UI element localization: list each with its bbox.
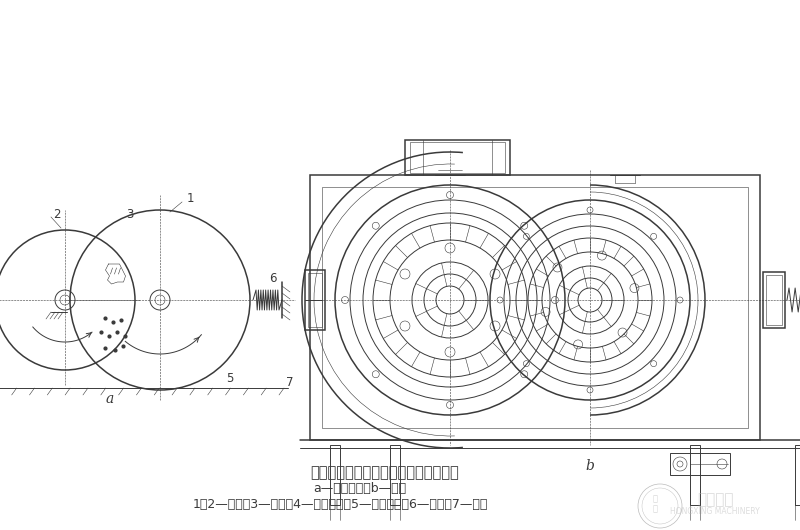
Bar xyxy=(330,445,340,505)
Text: 1: 1 xyxy=(186,191,194,205)
Bar xyxy=(390,445,400,505)
Text: b: b xyxy=(586,459,594,473)
Text: 5: 5 xyxy=(226,372,234,384)
Text: 7: 7 xyxy=(286,376,294,390)
Text: 2: 2 xyxy=(54,208,61,220)
Bar xyxy=(690,445,700,505)
Bar xyxy=(410,142,505,173)
Text: 1，2—辊子；3—物料；4—固定轴承；5—可动轴承；6—弹簧；7—机架: 1，2—辊子；3—物料；4—固定轴承；5—可动轴承；6—弹簧；7—机架 xyxy=(192,498,488,510)
Text: HONGXING MACHINERY: HONGXING MACHINERY xyxy=(670,508,760,517)
Bar xyxy=(670,453,730,475)
Text: 红
星: 红 星 xyxy=(653,494,658,514)
Bar xyxy=(322,187,748,428)
Bar xyxy=(405,140,510,175)
Text: a: a xyxy=(106,392,114,406)
Bar xyxy=(766,275,782,325)
Text: 3: 3 xyxy=(126,208,133,222)
Bar xyxy=(310,175,760,440)
Text: 红星机器: 红星机器 xyxy=(697,492,734,508)
Bar xyxy=(308,273,322,327)
Text: 6: 6 xyxy=(270,271,277,285)
Bar xyxy=(763,272,785,328)
Text: 双辊式破碎机的工作原理及结构示意图: 双辊式破碎机的工作原理及结构示意图 xyxy=(310,465,459,481)
Bar xyxy=(795,445,800,505)
Bar xyxy=(305,270,325,330)
Text: a—工作原理；b—结构: a—工作原理；b—结构 xyxy=(314,481,406,494)
